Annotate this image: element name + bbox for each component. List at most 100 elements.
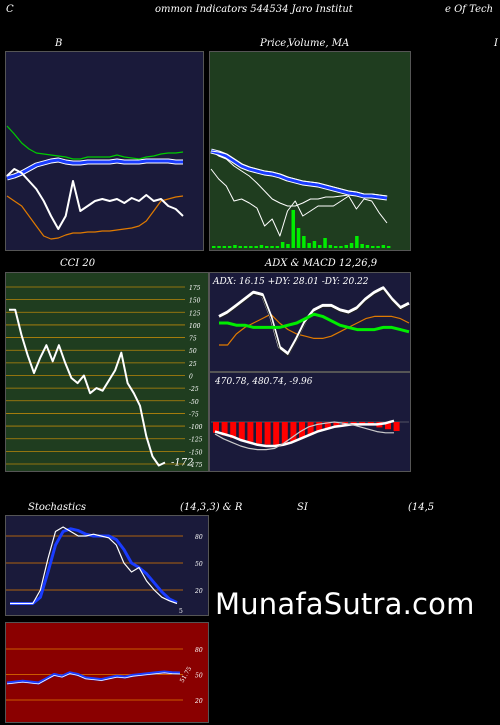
volume-bar (259, 245, 264, 248)
volume-bar (270, 246, 274, 248)
cci-tick-label: 25 (188, 361, 197, 368)
volume-bar (381, 245, 386, 248)
cci-tick-label: -175 (189, 462, 203, 469)
macd-histogram-bar (281, 422, 288, 445)
volume-bar (318, 245, 322, 248)
volume-bar (386, 246, 391, 248)
volume-bar (249, 246, 253, 248)
price-title-overlap: Volume, MA (288, 38, 350, 49)
macd-histogram-bar (393, 422, 400, 431)
stoch-last-value: 5 (179, 608, 183, 615)
adx-line (219, 312, 410, 334)
cci-tick-label: 125 (189, 310, 201, 317)
ma-line-3 (210, 150, 388, 197)
macd-histogram-bar (324, 422, 331, 429)
macd-histogram-bar (385, 422, 391, 430)
cci-title: CCI 20 (60, 258, 96, 269)
cci-panel: 175 150 125 100 75 50 25 0 -25 -50 -75 -100 -125 -150… (5, 272, 209, 472)
cci-tick-label: -50 (189, 399, 199, 406)
cci-tick-label: 75 (189, 336, 197, 343)
macd-histogram-bar (213, 422, 219, 433)
rsi-tick-label: 20 (194, 698, 203, 705)
volume-bar (233, 245, 237, 248)
volume-bar (307, 243, 311, 248)
cci-line (9, 308, 166, 467)
volume-bar (355, 236, 359, 248)
cci-tick-label: 100 (189, 323, 201, 330)
volume-bar (243, 246, 248, 248)
panel-background (209, 272, 411, 372)
adx-panel: ADX: 16.15 +DY: 28.01 -DY: 20.22 (209, 272, 411, 372)
macd-histogram-bar (238, 422, 245, 440)
header-left: C (6, 4, 14, 15)
volume-bar (302, 236, 306, 248)
price-volume-panel (209, 51, 411, 251)
volume-bar (312, 241, 317, 248)
bb-upper-band (6, 125, 184, 160)
volume-bar (212, 246, 216, 248)
stoch-k-line (10, 526, 178, 605)
volume-bar (344, 245, 348, 248)
cci-tick-label: -125 (189, 437, 203, 444)
volume-bar (227, 246, 232, 248)
cci-tick-label: -25 (189, 386, 199, 393)
stoch-d-line (10, 527, 178, 605)
price-title: Price, (260, 38, 290, 49)
header-title: ommon Indicators 544534 Jaro Institut (155, 4, 353, 15)
macd-signal-line (214, 419, 395, 448)
macd-histogram-bar (359, 422, 366, 424)
rsi-line (6, 670, 181, 685)
stoch-title: Stochastics (28, 502, 86, 513)
cci-tick-label: 175 (189, 285, 201, 292)
macd-histogram-bar (256, 422, 262, 444)
macd-histogram-bar (264, 422, 271, 445)
volume-bar (265, 246, 269, 248)
adx-title: ADX & MACD 12,26,9 (265, 258, 378, 269)
volume-bar (323, 238, 327, 248)
stoch-tick-label: 20 (194, 588, 203, 595)
cci-tick-label: 150 (189, 298, 201, 305)
price-line (210, 168, 388, 237)
cci-tick-label: -100 (189, 424, 203, 431)
header-right: e Of Tech (445, 4, 494, 15)
volume-bar (339, 246, 343, 248)
rsi-signal-line (6, 672, 181, 685)
cci-tick-label: 50 (189, 348, 197, 355)
volume-bar (371, 246, 375, 248)
cci-tick-label: -75 (189, 411, 199, 418)
volume-bar (376, 246, 380, 248)
macd-histogram-bar (247, 422, 254, 442)
volume-bar (360, 244, 364, 248)
volume-bar (217, 246, 221, 248)
volume-bar (296, 228, 301, 248)
bb-lower-band (6, 195, 184, 240)
macd-histogram-bar (333, 422, 340, 427)
macd-histogram-bar (290, 422, 297, 442)
rsi-title: SI (297, 502, 308, 513)
macd-histogram-bar (221, 422, 228, 436)
volume-bar (238, 246, 242, 248)
panel-background (209, 51, 411, 251)
bb-price-line (6, 168, 184, 230)
rsi-params: (14,5 (408, 502, 435, 513)
right-edge-label: I (494, 38, 498, 49)
cci-tick-label: 0 (189, 374, 193, 381)
macd-panel: 470.78, 480.74, -9.96 (209, 372, 411, 472)
stoch-tick-label: 50 (195, 561, 203, 568)
bollinger-panel (5, 51, 204, 251)
ma-line-2 (210, 149, 388, 200)
panel-background (5, 51, 204, 251)
volume-bar (365, 245, 370, 248)
macd-histogram-bar (316, 422, 323, 431)
stoch-params: (14,3,3) & R (180, 502, 243, 513)
volume-bar (328, 245, 333, 248)
macd-histogram-bar (350, 422, 357, 424)
macd-histogram-bar (230, 422, 237, 439)
volume-bar (275, 246, 280, 248)
volume-bar (333, 246, 338, 248)
rsi-tick-label: 50 (195, 673, 203, 680)
minus-di-line (219, 313, 410, 346)
stochastics-panel: 80 50 20 5 (5, 515, 209, 616)
rsi-tick-label: 80 (195, 647, 203, 654)
bb-middle-band (6, 158, 183, 180)
